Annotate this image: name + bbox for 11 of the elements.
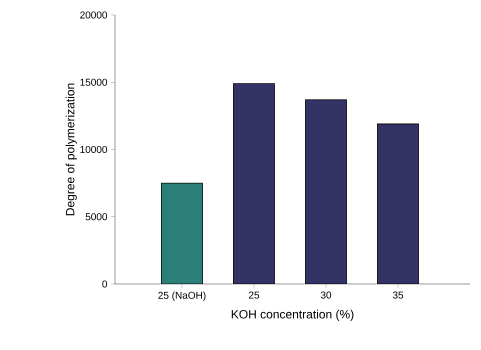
y-axis-title: Degree of polymerization xyxy=(66,84,77,216)
x-tick-label: 25 (NaOH) xyxy=(158,292,206,301)
x-axis-title: KOH concentration (%) xyxy=(232,310,354,321)
x-tick-label: 30 xyxy=(320,292,332,299)
y-tick-label: 20000 xyxy=(80,11,108,19)
y-tick-label: 5000 xyxy=(86,213,108,220)
y-tick-label: 15000 xyxy=(80,78,108,86)
x-tick-label: 25 xyxy=(248,292,260,299)
y-tick-label: 0 xyxy=(102,280,108,288)
y-tick-label: 10000 xyxy=(80,146,108,154)
x-tick-label: 35 xyxy=(392,292,404,299)
